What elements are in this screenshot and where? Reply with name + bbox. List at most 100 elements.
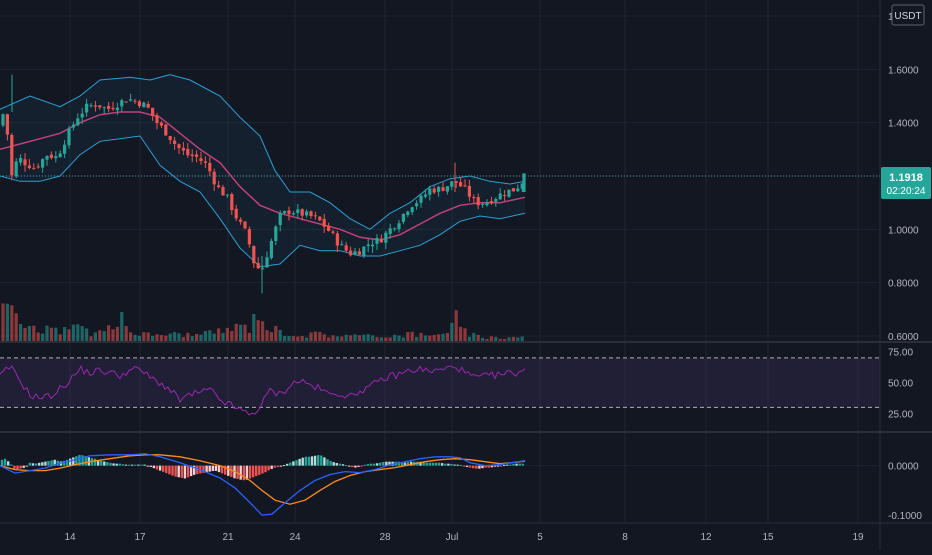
candle-body <box>76 118 80 126</box>
macd-histogram-bar <box>338 463 342 466</box>
candle-body <box>441 187 445 191</box>
macd-histogram-bar <box>75 456 78 466</box>
macd-line <box>0 453 526 516</box>
volume-bar <box>230 330 234 343</box>
volume-bar <box>133 334 137 343</box>
macd-histogram-bar <box>400 462 404 466</box>
macd-histogram-bar <box>242 465 245 481</box>
macd-histogram-bar <box>456 464 459 466</box>
volume-bar <box>80 326 84 343</box>
price-tick-label: 0.6000 <box>888 332 919 343</box>
macd-histogram-bar <box>344 465 348 467</box>
candle-body <box>243 221 247 229</box>
macd-histogram-bar <box>196 465 199 475</box>
macd-histogram-bar <box>205 465 208 473</box>
macd-histogram-bar <box>419 461 422 466</box>
macd-histogram-bar <box>298 458 301 466</box>
volume-bar <box>507 337 511 343</box>
candle-body <box>164 124 168 136</box>
candle-body <box>36 166 40 168</box>
macd-histogram-bar <box>53 459 56 466</box>
macd-tick-label: 0.0000 <box>888 462 919 473</box>
volume-bar <box>129 332 133 343</box>
candle-body <box>111 107 115 110</box>
macd-histogram-bar <box>521 463 524 466</box>
volume-bar <box>151 335 155 343</box>
macd-histogram-bar <box>28 462 32 466</box>
volume-bar <box>459 326 463 343</box>
candle-body <box>349 250 353 256</box>
candle-body <box>459 182 463 187</box>
volume-bar <box>168 333 172 343</box>
macd-histogram-bar <box>304 456 307 466</box>
volume-bar <box>371 335 375 343</box>
time-axis[interactable]: 14 17 21 24 28 Jul 5 8 12 15 19 <box>64 532 864 543</box>
volume-bar <box>366 334 370 343</box>
macd-histogram-bar <box>273 465 276 468</box>
candle-body <box>146 103 150 108</box>
macd-histogram-bar <box>317 455 320 466</box>
volume-bar <box>54 327 58 343</box>
candle-body <box>467 185 471 197</box>
macd-histogram-bar <box>261 465 264 474</box>
volume-bar <box>423 335 427 343</box>
volume-bar <box>155 334 159 343</box>
volume-bar <box>432 335 436 343</box>
volume-bar <box>269 332 273 343</box>
volume-bar <box>291 336 295 343</box>
volume-bars <box>1 303 524 343</box>
macd-histogram-bar <box>276 465 280 468</box>
volume-bar <box>441 333 445 343</box>
bollinger-lower-line <box>0 135 526 268</box>
macd-histogram-bar <box>348 465 351 467</box>
volume-bar <box>340 336 344 343</box>
macd-histogram-bar <box>366 464 369 466</box>
macd-histogram-bar <box>379 462 382 466</box>
candle-body <box>93 105 97 107</box>
volume-bar <box>195 333 199 343</box>
candle-body <box>410 207 414 213</box>
volume-bar <box>102 331 106 343</box>
macd-histogram-bar <box>382 462 385 466</box>
volume-bar <box>23 327 27 343</box>
candle-body <box>507 189 511 197</box>
currency-badge[interactable]: USDT <box>891 4 925 26</box>
macd-histogram-bar <box>137 464 140 466</box>
macd-histogram-bar <box>484 465 487 468</box>
macd-histogram-bar <box>289 462 292 466</box>
volume-bar <box>41 333 45 343</box>
macd-group <box>0 453 526 516</box>
volume-bar <box>137 335 141 343</box>
volume-bar <box>225 327 229 343</box>
time-tick-label: 5 <box>537 532 543 543</box>
candle-body <box>331 231 335 233</box>
macd-histogram-bar <box>267 465 270 471</box>
candle-body <box>423 194 427 197</box>
volume-bar <box>296 336 300 343</box>
volume-bar <box>401 337 405 343</box>
macd-histogram-bar <box>441 463 444 466</box>
volume-bar <box>379 337 383 343</box>
volume-bar <box>203 330 207 343</box>
volume-bar <box>397 335 401 343</box>
macd-histogram-bar <box>410 461 413 466</box>
macd-histogram-bar <box>193 465 196 475</box>
candle-body <box>190 154 194 157</box>
macd-histogram-bar <box>406 462 410 466</box>
macd-histogram-bar <box>106 462 109 466</box>
volume-bar <box>472 332 476 343</box>
macd-histogram-bar <box>131 464 134 466</box>
candle-body <box>67 128 71 146</box>
volume-bar <box>252 313 256 343</box>
candle-body <box>89 105 93 107</box>
price-tick-label: 1.6000 <box>888 65 919 76</box>
volume-bar <box>71 324 75 343</box>
volume-bar <box>186 332 190 343</box>
macd-histogram-bar <box>100 460 103 466</box>
volume-bar <box>278 329 282 343</box>
macd-histogram-bar <box>140 464 143 466</box>
candle-body <box>102 107 106 109</box>
candle-body <box>5 114 9 135</box>
